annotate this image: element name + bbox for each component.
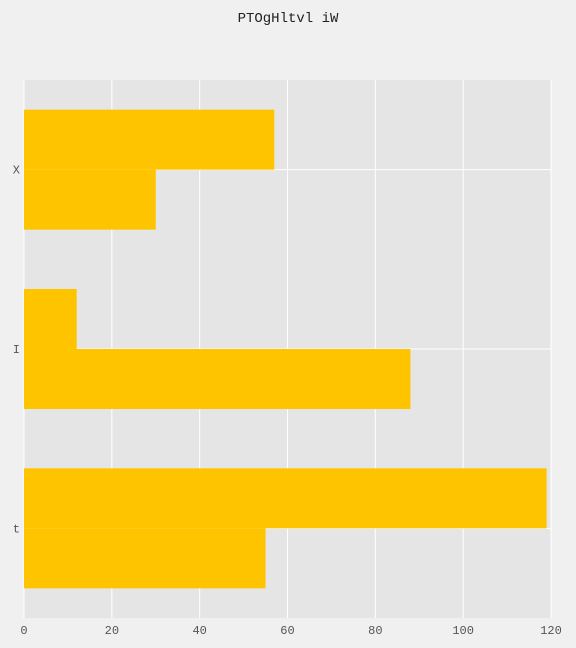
x-tick-label: 40 <box>192 624 206 638</box>
x-tick-label: 80 <box>368 624 382 638</box>
y-tick-label: X <box>13 164 20 178</box>
y-tick-label: t <box>13 522 20 536</box>
bar-I-series-2 <box>24 349 411 409</box>
bar-X-series-2 <box>24 169 156 230</box>
bars <box>24 109 547 589</box>
bar-t-series-1 <box>24 468 547 529</box>
x-tick-label: 120 <box>540 624 562 638</box>
bar-t-series-2 <box>24 528 266 589</box>
chart-title: PTOgHltvl iW <box>238 11 339 27</box>
y-axis-ticks: X It <box>13 164 20 537</box>
x-tick-label: 0 <box>20 624 27 638</box>
x-tick-label: 60 <box>280 624 294 638</box>
y-tick-label: I <box>13 343 20 357</box>
bar-X-series-1 <box>24 109 275 170</box>
x-axis-ticks: 0 20 40 60 80 100 120 <box>20 624 561 638</box>
x-tick-label: 20 <box>105 624 119 638</box>
x-tick-label: 100 <box>452 624 474 638</box>
bar-I-series-1 <box>24 289 77 349</box>
